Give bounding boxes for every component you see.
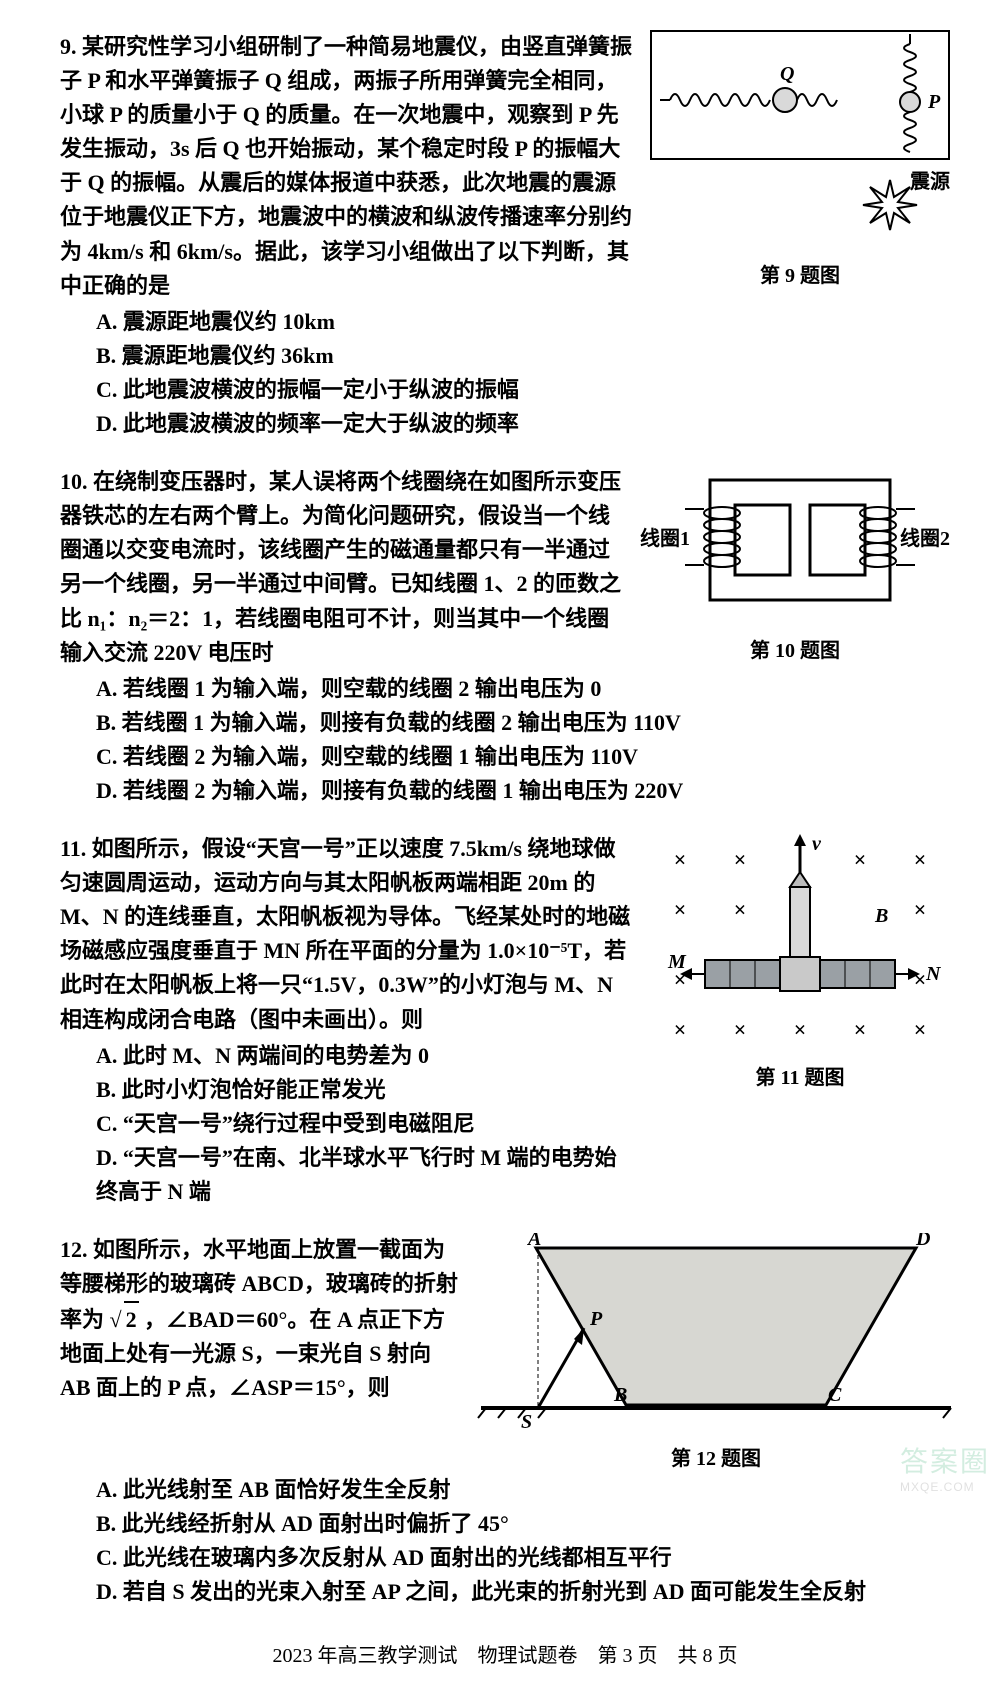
q10-diagram: 线圈1 线圈2: [640, 465, 950, 625]
q9-figure: Q P 震源 第 9 题图: [650, 30, 950, 288]
q12-option-c: C. 此光线在玻璃内多次反射从 AD 面射出的光线都相互平行: [60, 1541, 950, 1575]
q10-caption: 第 10 题图: [640, 634, 950, 663]
svg-text:P: P: [589, 1308, 603, 1330]
q12-diagram: A D B C P S: [476, 1233, 956, 1433]
q9-number: 9.: [60, 34, 77, 59]
q12-option-d: D. 若自 S 发出的光束入射至 AP 之间，此光束的折射光到 AD 面可能发生…: [60, 1575, 950, 1609]
q9-option-c: C. 此地震波横波的振幅一定小于纵波的振幅: [60, 373, 634, 407]
svg-text:×: ×: [854, 1017, 867, 1042]
watermark-line1: 答案圈: [900, 1446, 990, 1477]
svg-text:A: A: [526, 1233, 541, 1250]
svg-text:×: ×: [914, 897, 927, 922]
q11-text: 11. 如图所示，假设“天宫一号”正以速度 7.5km/s 绕地球做匀速圆周运动…: [60, 832, 634, 1209]
q12-text: 12. 如图所示，水平地面上放置一截面为等腰梯形的玻璃砖 ABCD，玻璃砖的折射…: [60, 1233, 460, 1405]
question-11: 11. 如图所示，假设“天宫一号”正以速度 7.5km/s 绕地球做匀速圆周运动…: [60, 832, 950, 1209]
svg-text:D: D: [915, 1233, 930, 1250]
svg-text:Q: Q: [780, 63, 794, 85]
question-10: 10. 在绕制变压器时，某人误将两个线圈绕在如图所示变压器铁芯的左右两个臂上。为…: [60, 465, 950, 808]
sqrt-icon: [110, 1307, 122, 1332]
q11-caption: 第 11 题图: [650, 1061, 950, 1090]
svg-text:×: ×: [854, 847, 867, 872]
q10-label-coil1: 线圈1: [640, 526, 690, 550]
q9-options: A. 震源距地震仪约 10km B. 震源距地震仪约 36km C. 此地震波横…: [60, 305, 634, 441]
svg-text:M: M: [667, 951, 687, 973]
q9-option-b: B. 震源距地震仪约 36km: [60, 339, 634, 373]
q12-option-a: A. 此光线射至 AB 面恰好发生全反射: [60, 1473, 950, 1507]
svg-text:×: ×: [674, 1017, 687, 1042]
svg-text:P: P: [927, 91, 941, 113]
svg-text:N: N: [925, 963, 942, 985]
q9-option-d: D. 此地震波横波的频率一定大于纵波的频率: [60, 407, 634, 441]
svg-text:v: v: [812, 833, 822, 855]
q11-option-c: C. “天宫一号”绕行过程中受到电磁阻尼: [60, 1107, 634, 1141]
svg-text:×: ×: [674, 847, 687, 872]
q12-sqrt: 2: [124, 1301, 139, 1337]
q9-source-label: 震源: [910, 165, 950, 194]
q10-option-d: D. 若线圈 2 为输入端，则接有负载的线圈 1 输出电压为 220V: [60, 774, 950, 808]
q10-option-c: C. 若线圈 2 为输入端，则空载的线圈 1 输出电压为 110V: [60, 740, 950, 774]
svg-text:×: ×: [734, 897, 747, 922]
svg-text:×: ×: [734, 847, 747, 872]
watermark-line2: MXQE.COM: [900, 1480, 990, 1494]
q9-stem: 某研究性学习小组研制了一种简易地震仪，由竖直弹簧振子 P 和水平弹簧振子 Q 组…: [60, 34, 632, 298]
svg-text:×: ×: [914, 967, 927, 992]
q11-stem: 如图所示，假设“天宫一号”正以速度 7.5km/s 绕地球做匀速圆周运动，运动方…: [60, 836, 630, 1031]
q11-option-d: D. “天宫一号”在南、北半球水平飞行时 M 端的电势始终高于 N 端: [60, 1141, 634, 1209]
q10-label-coil2: 线圈2: [900, 526, 950, 550]
svg-text:S: S: [521, 1411, 532, 1433]
q12-options: A. 此光线射至 AB 面恰好发生全反射 B. 此光线经折射从 AD 面射出时偏…: [60, 1473, 950, 1609]
q12-caption: 第 12 题图: [476, 1442, 956, 1471]
q10-text: 10. 在绕制变压器时，某人误将两个线圈绕在如图所示变压器铁芯的左右两个臂上。为…: [60, 465, 624, 670]
q9-row: 9. 某研究性学习小组研制了一种简易地震仪，由竖直弹簧振子 P 和水平弹簧振子 …: [60, 30, 950, 441]
q9-caption: 第 9 题图: [650, 259, 950, 288]
svg-text:×: ×: [914, 1017, 927, 1042]
q11-number: 11.: [60, 836, 86, 861]
q12-number: 12.: [60, 1237, 88, 1262]
q10-option-b: B. 若线圈 1 为输入端，则接有负载的线圈 2 输出电压为 110V: [60, 706, 950, 740]
q11-option-b: B. 此时小灯泡恰好能正常发光: [60, 1073, 634, 1107]
q9-source-icon: 震源: [650, 165, 950, 255]
svg-text:×: ×: [794, 1017, 807, 1042]
q10-number: 10.: [60, 469, 88, 494]
watermark: 答案圈 MXQE.COM: [900, 1440, 990, 1494]
q9-option-a: A. 震源距地震仪约 10km: [60, 305, 634, 339]
q10-stem: 在绕制变压器时，某人误将两个线圈绕在如图所示变压器铁芯的左右两个臂上。为简化问题…: [60, 469, 621, 664]
q11-option-a: A. 此时 M、N 两端间的电势差为 0: [60, 1039, 634, 1073]
q11-row: 11. 如图所示，假设“天宫一号”正以速度 7.5km/s 绕地球做匀速圆周运动…: [60, 832, 950, 1209]
svg-text:×: ×: [674, 897, 687, 922]
q12-figure: A D B C P S 第 12 题图: [476, 1233, 956, 1471]
question-12: 12. 如图所示，水平地面上放置一截面为等腰梯形的玻璃砖 ABCD，玻璃砖的折射…: [60, 1233, 950, 1609]
svg-text:B: B: [874, 905, 888, 927]
svg-text:B: B: [613, 1384, 627, 1406]
q10-row: 10. 在绕制变压器时，某人误将两个线圈绕在如图所示变压器铁芯的左右两个臂上。为…: [60, 465, 950, 670]
page-footer: 2023 年高三教学测试 物理试题卷 第 3 页 共 8 页: [60, 1639, 950, 1668]
q10-options: A. 若线圈 1 为输入端，则空载的线圈 2 输出电压为 0 B. 若线圈 1 …: [60, 672, 950, 808]
q11-options: A. 此时 M、N 两端间的电势差为 0 B. 此时小灯泡恰好能正常发光 C. …: [60, 1039, 634, 1209]
svg-text:×: ×: [914, 847, 927, 872]
q11-diagram: ×××× ××× ×× ××××× v B: [650, 832, 950, 1052]
q9-diagram: Q P: [650, 30, 950, 160]
q10-figure: 线圈1 线圈2 第 10 题图: [640, 465, 950, 663]
q9-text: 9. 某研究性学习小组研制了一种简易地震仪，由竖直弹簧振子 P 和水平弹簧振子 …: [60, 30, 634, 441]
q12-option-b: B. 此光线经折射从 AD 面射出时偏折了 45°: [60, 1507, 950, 1541]
svg-text:C: C: [828, 1384, 842, 1406]
q10-option-a: A. 若线圈 1 为输入端，则空载的线圈 2 输出电压为 0: [60, 672, 950, 706]
question-9: 9. 某研究性学习小组研制了一种简易地震仪，由竖直弹簧振子 P 和水平弹簧振子 …: [60, 30, 950, 441]
svg-text:×: ×: [734, 1017, 747, 1042]
q11-figure: ×××× ××× ×× ××××× v B: [650, 832, 950, 1090]
q12-row: 12. 如图所示，水平地面上放置一截面为等腰梯形的玻璃砖 ABCD，玻璃砖的折射…: [60, 1233, 950, 1471]
